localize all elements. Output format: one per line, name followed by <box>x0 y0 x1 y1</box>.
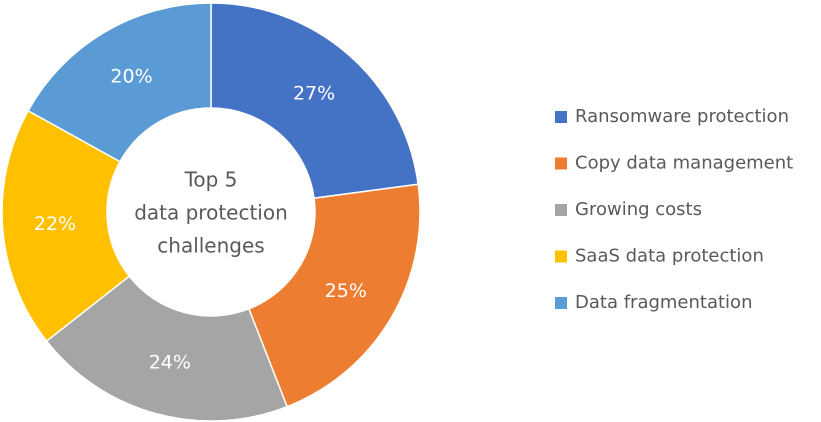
legend-swatch <box>555 297 567 309</box>
donut-segment <box>27 2 212 163</box>
legend-label: Copy data management <box>575 153 793 174</box>
data-label: 27% <box>293 83 335 105</box>
data-label: 22% <box>34 213 76 235</box>
donut-segment <box>247 183 421 408</box>
data-label: 20% <box>110 66 152 88</box>
legend-swatch <box>555 250 567 263</box>
data-label: 25% <box>325 280 367 302</box>
data-label: 24% <box>149 351 191 373</box>
legend-label: Growing costs <box>575 199 702 220</box>
legend-swatch <box>555 157 567 170</box>
center-title: Top 5 <box>184 168 238 192</box>
donut-segment <box>1 109 131 343</box>
legend-label: Ransomware protection <box>575 106 789 127</box>
legend-swatch <box>555 204 567 216</box>
legend-label: Data fragmentation <box>575 292 752 313</box>
legend-swatch <box>555 111 567 123</box>
center-title: data protection <box>134 201 288 225</box>
donut-segment <box>45 275 289 422</box>
center-title: challenges <box>157 234 264 258</box>
legend-label: SaaS data protection <box>575 246 764 267</box>
donut-segment <box>210 2 419 200</box>
